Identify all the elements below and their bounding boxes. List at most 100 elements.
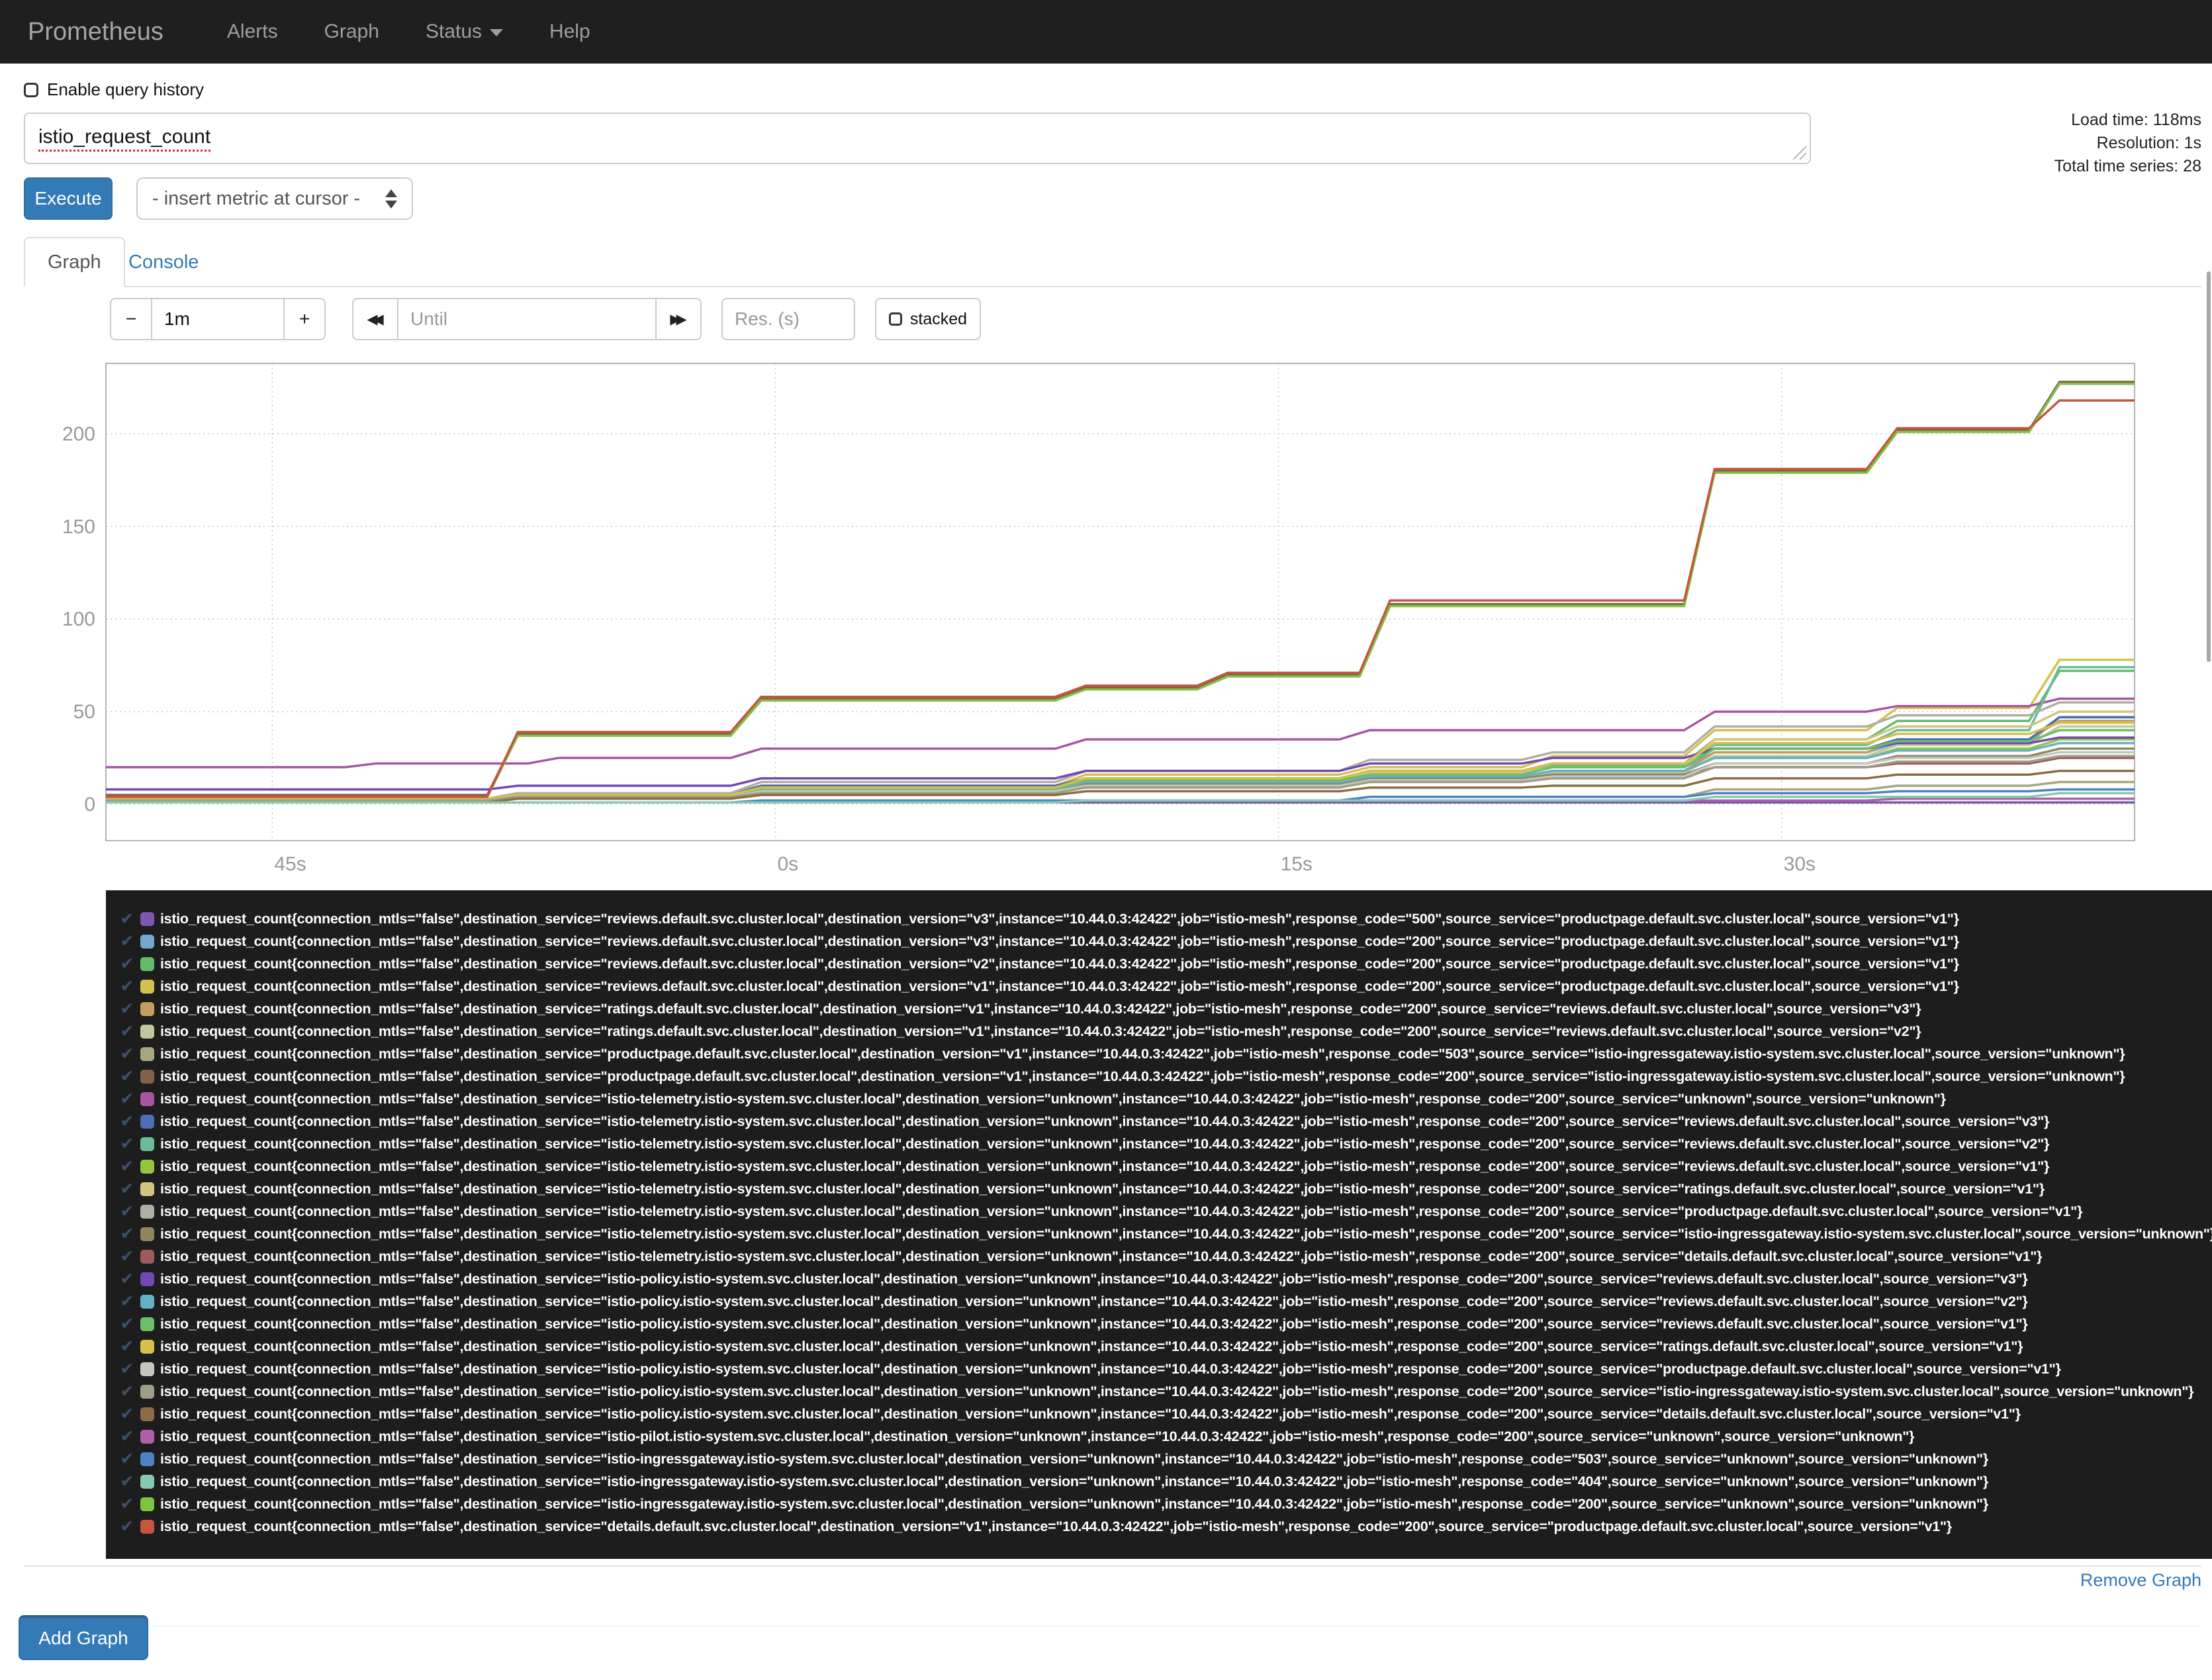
check-icon[interactable]: ✔ [120, 1202, 134, 1221]
legend-row[interactable]: ✔ istio_request_count{connection_mtls="fa… [114, 1065, 2212, 1088]
series-color-swatch [140, 1069, 154, 1084]
series-legend: ✔ istio_request_count{connection_mtls="fa… [106, 890, 2212, 1559]
nav-item-help[interactable]: Help [549, 21, 590, 42]
series-color-swatch [140, 1227, 154, 1241]
rewind-button[interactable]: ◀◀ [352, 298, 398, 340]
check-icon[interactable]: ✔ [120, 1405, 134, 1423]
check-icon[interactable]: ✔ [120, 1135, 134, 1153]
check-icon[interactable]: ✔ [120, 1225, 134, 1243]
check-icon[interactable]: ✔ [120, 1517, 134, 1536]
svg-text:0s: 0s [777, 853, 798, 875]
forward-button[interactable]: ▶▶ [655, 298, 702, 340]
stacked-toggle[interactable]: stacked [875, 298, 981, 340]
legend-row[interactable]: ✔ istio_request_count{connection_mtls="fa… [114, 1200, 2212, 1223]
insert-metric-dropdown[interactable]: - insert metric at cursor - [136, 177, 413, 220]
check-icon[interactable]: ✔ [120, 1112, 134, 1131]
legend-row[interactable]: ✔ istio_request_count{connection_mtls="fa… [114, 930, 2212, 953]
check-icon[interactable]: ✔ [120, 932, 134, 951]
svg-text:15s: 15s [1281, 853, 1313, 875]
resolution-input[interactable] [721, 298, 855, 340]
series-color-swatch [140, 1024, 154, 1039]
legend-row[interactable]: ✔ istio_request_count{connection_mtls="fa… [114, 1178, 2212, 1200]
check-icon[interactable]: ✔ [120, 1045, 134, 1063]
legend-row[interactable]: ✔ istio_request_count{connection_mtls="fa… [114, 1515, 2212, 1538]
series-color-swatch [140, 1272, 154, 1286]
legend-row[interactable]: ✔ istio_request_count{connection_mtls="fa… [114, 1110, 2212, 1133]
legend-row[interactable]: ✔ istio_request_count{connection_mtls="fa… [114, 1268, 2212, 1290]
check-icon[interactable]: ✔ [120, 955, 134, 973]
check-icon[interactable]: ✔ [120, 1090, 134, 1108]
series-label: istio_request_count{connection_mtls="fal… [160, 1293, 2028, 1309]
top-navbar: Prometheus Alerts Graph Status Help [0, 0, 2212, 64]
check-icon[interactable]: ✔ [120, 1022, 134, 1041]
legend-row[interactable]: ✔ istio_request_count{connection_mtls="fa… [114, 1223, 2212, 1245]
nav-item-alerts[interactable]: Alerts [226, 21, 278, 42]
legend-row[interactable]: ✔ istio_request_count{connection_mtls="fa… [114, 908, 2212, 930]
legend-row[interactable]: ✔ istio_request_count{connection_mtls="fa… [114, 975, 2212, 998]
until-input[interactable] [397, 298, 657, 340]
legend-row[interactable]: ✔ istio_request_count{connection_mtls="fa… [114, 1493, 2212, 1515]
series-label: istio_request_count{connection_mtls="fal… [160, 910, 1959, 927]
legend-row[interactable]: ✔ istio_request_count{connection_mtls="fa… [114, 998, 2212, 1020]
forward-icon: ▶▶ [670, 311, 686, 327]
legend-row[interactable]: ✔ istio_request_count{connection_mtls="fa… [114, 1313, 2212, 1335]
legend-scrollbar[interactable] [2207, 271, 2211, 662]
legend-row[interactable]: ✔ istio_request_count{connection_mtls="fa… [114, 1245, 2212, 1268]
check-icon[interactable]: ✔ [120, 1067, 134, 1086]
legend-row[interactable]: ✔ istio_request_count{connection_mtls="fa… [114, 1020, 2212, 1043]
remove-graph-link[interactable]: Remove Graph [2080, 1570, 2201, 1590]
legend-row[interactable]: ✔ istio_request_count{connection_mtls="fa… [114, 1088, 2212, 1110]
add-graph-button[interactable]: Add Graph [19, 1615, 148, 1660]
check-icon[interactable]: ✔ [120, 1292, 134, 1311]
check-icon[interactable]: ✔ [120, 1270, 134, 1288]
check-icon[interactable]: ✔ [120, 1360, 134, 1378]
check-icon[interactable]: ✔ [120, 1382, 134, 1401]
tab-console[interactable]: Console [128, 251, 199, 273]
check-icon[interactable]: ✔ [120, 1495, 134, 1513]
check-icon[interactable]: ✔ [120, 1472, 134, 1491]
legend-row[interactable]: ✔ istio_request_count{connection_mtls="fa… [114, 953, 2212, 975]
check-icon[interactable]: ✔ [120, 1427, 134, 1446]
check-icon[interactable]: ✔ [120, 1337, 134, 1356]
svg-text:200: 200 [62, 423, 95, 445]
query-expression-input[interactable]: istio_request_count [24, 113, 1811, 164]
range-decrease-button[interactable]: − [110, 298, 152, 340]
legend-row[interactable]: ✔ istio_request_count{connection_mtls="fa… [114, 1403, 2212, 1425]
legend-row[interactable]: ✔ istio_request_count{connection_mtls="fa… [114, 1425, 2212, 1448]
range-input[interactable] [151, 298, 285, 340]
legend-row[interactable]: ✔ istio_request_count{connection_mtls="fa… [114, 1358, 2212, 1380]
series-label: istio_request_count{connection_mtls="fal… [160, 1203, 2083, 1219]
legend-row[interactable]: ✔ istio_request_count{connection_mtls="fa… [114, 1335, 2212, 1358]
legend-row[interactable]: ✔ istio_request_count{connection_mtls="fa… [114, 1290, 2212, 1313]
check-icon[interactable]: ✔ [120, 1315, 134, 1333]
check-icon[interactable]: ✔ [120, 1450, 134, 1468]
legend-row[interactable]: ✔ istio_request_count{connection_mtls="fa… [114, 1448, 2212, 1470]
series-label: istio_request_count{connection_mtls="fal… [160, 1135, 2050, 1152]
resize-grip-icon[interactable] [1790, 144, 1806, 160]
check-icon[interactable]: ✔ [120, 1247, 134, 1266]
check-icon[interactable]: ✔ [120, 1157, 134, 1176]
check-icon[interactable]: ✔ [120, 910, 134, 928]
legend-row[interactable]: ✔ istio_request_count{connection_mtls="fa… [114, 1043, 2212, 1065]
legend-row[interactable]: ✔ istio_request_count{connection_mtls="fa… [114, 1380, 2212, 1403]
check-icon[interactable]: ✔ [120, 1000, 134, 1018]
stacked-checkbox-icon[interactable] [888, 312, 902, 326]
check-icon[interactable]: ✔ [120, 1180, 134, 1198]
legend-row[interactable]: ✔ istio_request_count{connection_mtls="fa… [114, 1155, 2212, 1178]
checkbox-icon[interactable] [24, 82, 38, 97]
chevron-down-icon [490, 28, 504, 36]
query-history-toggle[interactable]: Enable query history [24, 79, 204, 100]
rewind-icon: ◀◀ [367, 311, 383, 327]
nav-item-status[interactable]: Status [426, 21, 504, 43]
series-label: istio_request_count{connection_mtls="fal… [160, 955, 1959, 972]
legend-row[interactable]: ✔ istio_request_count{connection_mtls="fa… [114, 1470, 2212, 1493]
series-label: istio_request_count{connection_mtls="fal… [160, 933, 1959, 949]
range-increase-button[interactable]: + [283, 298, 326, 340]
app-brand[interactable]: Prometheus [28, 17, 163, 46]
nav-item-graph[interactable]: Graph [324, 21, 379, 42]
tab-graph[interactable]: Graph [24, 237, 125, 287]
check-icon[interactable]: ✔ [120, 977, 134, 996]
legend-row[interactable]: ✔ istio_request_count{connection_mtls="fa… [114, 1133, 2212, 1155]
execute-button[interactable]: Execute [24, 177, 113, 220]
